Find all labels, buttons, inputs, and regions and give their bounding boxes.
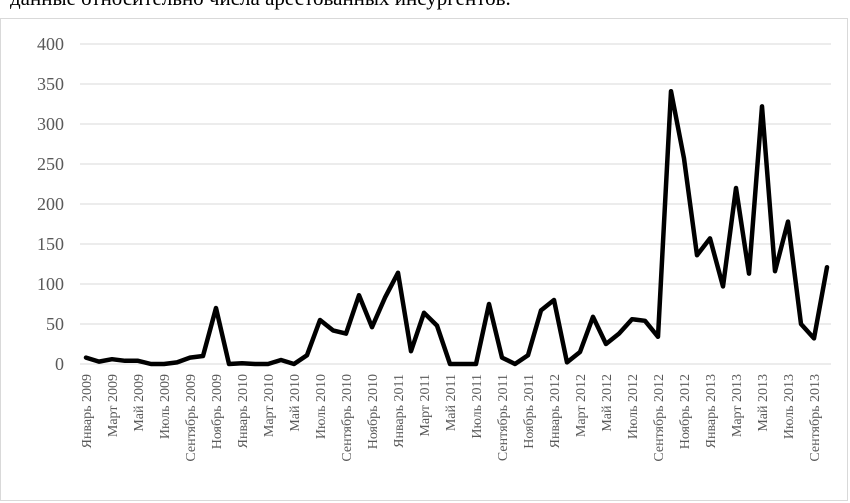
x-tick-label: Сентябрь 2009 [184,374,199,462]
x-tick-label: Сентябрь 2012 [652,374,667,462]
x-axis-ticks: Январь 2009 Март 2009 Май 2009 Июль 2009 Сен… [80,374,823,462]
series-line [83,88,830,367]
x-tick-label: Ноябрь 2012 [678,374,693,449]
y-tick-label: 200 [37,194,64,214]
x-tick-label: Июль 2009 [158,374,173,439]
x-tick-label: Май 2013 [756,374,771,432]
y-tick-label: 350 [37,74,64,94]
chart-frame [0,18,848,501]
x-tick-label: Январь 2013 [704,374,719,448]
x-tick-label: Март 2013 [730,374,745,437]
x-tick-label: Январь 2010 [236,374,251,448]
x-tick-label: Март 2009 [106,374,121,437]
y-tick-label: 0 [55,354,64,374]
series-line-path [83,88,830,367]
x-tick-label: Январь 2011 [392,374,407,448]
x-tick-label: Май 2010 [288,374,303,432]
x-tick-label: Май 2011 [444,374,459,431]
x-tick-label: Ноябрь 2011 [522,374,537,449]
y-tick-label: 100 [37,274,64,294]
y-tick-label: 300 [37,114,64,134]
x-tick-label: Ноябрь 2010 [366,374,381,449]
x-tick-label: Сентябрь 2013 [808,374,823,462]
x-tick-label: Сентябрь 2010 [340,374,355,462]
y-tick-label: 50 [46,314,64,334]
x-tick-label: Март 2012 [574,374,589,437]
y-tick-label: 250 [37,154,64,174]
x-tick-label: Май 2012 [600,374,615,432]
x-tick-label: Январь 2012 [548,374,563,448]
x-tick-label: Ноябрь 2009 [210,374,225,449]
gridlines [80,43,831,365]
x-tick-label: Июль 2013 [782,374,797,439]
x-tick-label: Март 2010 [262,374,277,437]
x-tick-label: Июль 2010 [314,374,329,439]
y-tick-label: 150 [37,234,64,254]
x-tick-label: Май 2009 [132,374,147,432]
y-tick-label: 400 [37,34,64,54]
y-axis-ticks: 0 50 100 150 200 250 300 350 400 [37,34,64,374]
x-tick-label: Сентябрь 2011 [496,374,511,461]
x-tick-label: Июль 2012 [626,374,641,439]
caption-text: данные относительно числа арестованных и… [10,0,511,11]
x-tick-label: Июль 2011 [470,374,485,439]
x-tick-label: Январь 2009 [80,374,95,448]
x-tick-label: Март 2011 [418,374,433,437]
